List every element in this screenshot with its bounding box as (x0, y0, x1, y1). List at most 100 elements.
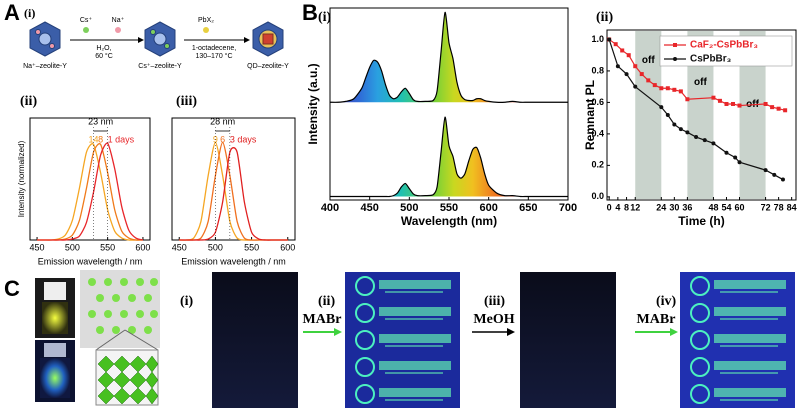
panel-label: (i) (24, 6, 35, 20)
marker (783, 108, 788, 113)
legend-label: 3 days (230, 134, 257, 144)
logo-subtext (720, 399, 778, 401)
logo-subtext (385, 372, 443, 374)
logo-text (379, 280, 451, 289)
legend-label: CsPbBr₃ (690, 54, 732, 65)
logo-seal (355, 357, 375, 377)
film-photo (520, 272, 616, 408)
marker (724, 101, 729, 106)
x-tick-label: 36 (682, 202, 692, 212)
marker (672, 122, 677, 127)
marker (615, 64, 620, 69)
label: 130–170 °C (195, 52, 232, 60)
y-axis-label: Intensity (a.u.) (306, 63, 320, 144)
y-tick-label: 1.0 (591, 34, 604, 44)
arrow-head (334, 328, 342, 336)
y-axis-label: Remnant PL (583, 80, 597, 150)
marker (659, 86, 664, 91)
marker (678, 89, 683, 94)
marker (672, 87, 677, 92)
x-tick-label: 400 (321, 202, 339, 214)
y-tick-label: 0.6 (591, 97, 604, 107)
logo-text (714, 307, 786, 316)
y-tick-label: 0.4 (591, 128, 604, 138)
logo-text (379, 334, 451, 343)
x-tick-label: 72 (761, 202, 771, 212)
annotation: 28 nm (210, 116, 235, 126)
marker (665, 86, 670, 91)
marker (702, 138, 707, 143)
legend-label: 6 (220, 134, 225, 144)
marker (772, 172, 777, 177)
vial-glow (42, 302, 68, 334)
marker (646, 78, 651, 83)
region-label: off (694, 77, 707, 88)
arrow-head (138, 37, 144, 43)
marker (626, 53, 631, 58)
marker (633, 64, 638, 69)
x-tick-label: 450 (172, 242, 187, 252)
logo-seal (355, 330, 375, 350)
step-label: (iii) (484, 294, 505, 309)
marker (620, 48, 625, 53)
x-tick-label: 600 (280, 242, 295, 252)
x-tick-label: 600 (479, 202, 497, 214)
x-tick-label: 600 (135, 242, 150, 252)
lattice-dots (88, 278, 158, 334)
legend-label: 8 (98, 134, 103, 144)
film-photo (212, 272, 298, 408)
cs-ion (83, 27, 89, 33)
x-tick-label: 84 (787, 202, 797, 212)
marker (711, 95, 716, 100)
marker (763, 168, 768, 173)
plot-frame (606, 29, 797, 201)
x-tick-label: 550 (100, 242, 115, 252)
marker (694, 135, 699, 140)
logo-seal (690, 384, 710, 404)
label: 60 °C (95, 52, 113, 60)
marker (737, 160, 742, 165)
panel-label: (i) (318, 10, 332, 25)
spectrum-line (329, 11, 568, 103)
panel-letter: C (4, 276, 20, 301)
vial-cap (44, 282, 66, 300)
plot-frame (29, 117, 151, 241)
x-axis-label: Time (h) (678, 214, 724, 228)
step-label: (iv) (656, 294, 677, 309)
logo-text (714, 388, 786, 397)
series-line (179, 147, 288, 241)
marker (733, 155, 738, 160)
x-tick-label: 550 (244, 242, 259, 252)
spectrum-fill (330, 12, 568, 103)
y-tick-label: 0.2 (591, 160, 604, 170)
zeolite-2 (144, 21, 176, 57)
reagent: MABr (303, 312, 342, 327)
marker (737, 103, 742, 108)
x-tick-label: 500 (208, 242, 223, 252)
legend-marker (673, 57, 677, 61)
step-label: (i) (180, 294, 194, 309)
spectrum-fill (330, 117, 568, 197)
label: Na⁺–zeolite-Y (23, 63, 67, 70)
marker (678, 127, 683, 132)
logo-subtext (385, 318, 443, 320)
x-tick-label: 0 (607, 202, 612, 212)
x-tick-label: 78 (774, 202, 784, 212)
marker (731, 101, 735, 106)
marker (685, 97, 690, 102)
marker (724, 150, 729, 155)
x-tick-label: 700 (559, 202, 577, 214)
x-tick-label: 30 (669, 202, 679, 212)
octahedra (97, 355, 159, 405)
logo-subtext (385, 291, 443, 293)
step-label: (ii) (318, 294, 335, 309)
logo-seal (690, 330, 710, 350)
x-tick-label: 650 (519, 202, 537, 214)
logo-seal (355, 303, 375, 323)
y-tick-label: 0.8 (591, 65, 604, 75)
marker (665, 113, 670, 117)
series-line (608, 38, 786, 111)
annotation: 23 nm (88, 116, 113, 126)
panel-label: (ii) (596, 10, 613, 25)
